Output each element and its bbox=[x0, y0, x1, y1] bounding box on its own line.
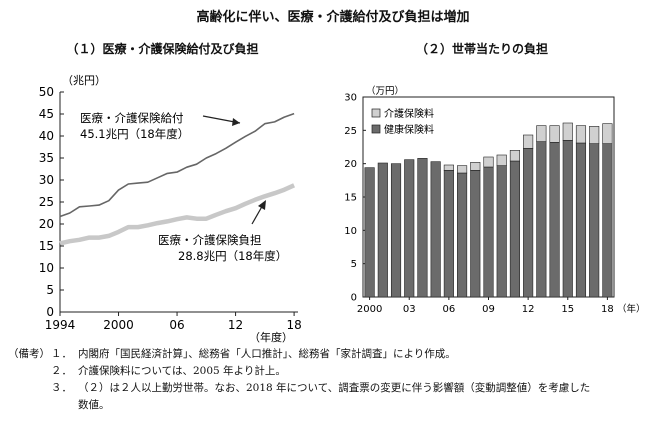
x-tick-label: 12 bbox=[522, 304, 535, 315]
bar-care-insurance bbox=[457, 165, 468, 174]
bar-health-insurance bbox=[536, 141, 547, 298]
note-line-3: ３． （２）は２人以上勤労世帯。なお、2018 年について、調査票の変更に伴う影響… bbox=[8, 380, 590, 397]
y-tick-label: 0 bbox=[46, 305, 54, 319]
x-tick-label: 06 bbox=[169, 318, 184, 332]
notes-head: （備考） bbox=[8, 348, 50, 360]
y-tick-label: 20 bbox=[344, 159, 357, 170]
bar-care-insurance bbox=[536, 125, 547, 142]
x-tick-label: 15 bbox=[561, 304, 574, 315]
note-line-2: ２． 介護保険料については、2005 年より計上。 bbox=[8, 363, 590, 380]
page-title: 高齢化に伴い、医療・介護給付及び負担は増加 bbox=[196, 10, 470, 25]
bar-health-insurance bbox=[562, 140, 573, 298]
note-text: 内閣府「国民経済計算」、総務省「人口推計」、総務省「家計調査」により作成。 bbox=[78, 348, 456, 360]
bar-care-insurance bbox=[496, 154, 507, 166]
y-tick-label: 5 bbox=[351, 259, 357, 270]
y-tick-label: 15 bbox=[344, 193, 357, 204]
note-line-4: 数値。 bbox=[8, 397, 590, 414]
bar-care-insurance bbox=[575, 125, 587, 144]
bar-care-insurance bbox=[549, 125, 560, 143]
bar-care-insurance bbox=[470, 162, 481, 171]
y-tick-label: 45 bbox=[39, 107, 54, 121]
right-chart-title: （２）世帯当たりの負担 bbox=[415, 42, 548, 56]
legend-label: 健康保険料 bbox=[384, 123, 434, 136]
y-tick-label: 30 bbox=[344, 93, 357, 104]
bar-care-insurance bbox=[589, 126, 600, 144]
left-chart-title: （１）医療・介護保険給付及び負担 bbox=[66, 42, 259, 56]
bar-health-insurance bbox=[364, 167, 375, 298]
x-axis-unit: （年） bbox=[617, 303, 646, 315]
y-tick-label: 20 bbox=[39, 217, 54, 231]
notes: （備考）１． 内閣府「国民経済計算」、総務省「人口推計」、総務省「家計調査」により… bbox=[8, 346, 590, 414]
series-line-burden bbox=[59, 183, 296, 246]
y-tick-label: 0 bbox=[351, 293, 357, 304]
y-tick-label: 50 bbox=[39, 85, 54, 99]
bar-health-insurance bbox=[377, 162, 388, 298]
y-tick-label: 25 bbox=[344, 126, 357, 137]
y-tick-label: 25 bbox=[39, 195, 54, 209]
y-tick-label: 35 bbox=[39, 151, 54, 165]
bar-health-insurance bbox=[390, 163, 402, 298]
x-tick-label: 12 bbox=[228, 318, 243, 332]
bar-health-insurance bbox=[575, 142, 587, 298]
bar-health-insurance bbox=[483, 166, 494, 298]
bar-health-insurance bbox=[602, 143, 613, 298]
annotation-burden-value: 28.8兆円（18年度） bbox=[178, 249, 287, 263]
x-tick-label: 18 bbox=[601, 304, 614, 315]
y-tick-label: 40 bbox=[39, 129, 54, 143]
x-tick-label: 1994 bbox=[45, 318, 76, 332]
bar-health-insurance bbox=[496, 165, 507, 298]
x-axis-unit: （年度） bbox=[249, 330, 293, 344]
bar-care-insurance bbox=[443, 164, 454, 171]
y-tick-label: 30 bbox=[39, 173, 54, 187]
y-tick-label: 10 bbox=[39, 261, 54, 275]
y-axis-unit: （万円） bbox=[366, 85, 404, 97]
bar-care-insurance bbox=[523, 134, 534, 149]
x-tick-label: 09 bbox=[482, 304, 495, 315]
y-axis-unit: （兆円） bbox=[62, 74, 106, 87]
x-tick-label: 18 bbox=[286, 318, 301, 332]
note-line-1: （備考）１． 内閣府「国民経済計算」、総務省「人口推計」、総務省「家計調査」により… bbox=[8, 346, 590, 363]
bar-care-insurance bbox=[602, 123, 613, 144]
x-tick-label: 2000 bbox=[103, 318, 134, 332]
bar-care-insurance bbox=[562, 122, 573, 141]
bar-health-insurance bbox=[443, 170, 454, 298]
annotation-benefits-value: 45.1兆円（18年度） bbox=[80, 127, 189, 141]
note-text: 数値。 bbox=[78, 399, 110, 411]
note-number: ３． bbox=[51, 382, 72, 394]
legend-swatch bbox=[371, 108, 381, 118]
bar-health-insurance bbox=[430, 161, 441, 298]
bar-care-insurance bbox=[483, 156, 494, 168]
y-tick-label: 5 bbox=[46, 283, 54, 297]
bar-health-insurance bbox=[523, 148, 534, 298]
bar-health-insurance bbox=[509, 160, 520, 298]
series-line-benefits bbox=[59, 112, 295, 218]
bar-health-insurance bbox=[457, 172, 468, 298]
y-tick-label: 15 bbox=[39, 239, 54, 253]
annotation-burden-arrowhead bbox=[258, 200, 266, 210]
bar-health-insurance bbox=[549, 142, 560, 298]
bar-care-insurance bbox=[509, 150, 520, 162]
bar-health-insurance bbox=[470, 170, 481, 298]
note-text: 介護保険料については、2005 年より計上。 bbox=[78, 365, 286, 377]
bar-health-insurance bbox=[404, 159, 415, 298]
bar-health-insurance bbox=[589, 143, 600, 298]
note-number: ２． bbox=[51, 365, 72, 377]
legend-label: 介護保険料 bbox=[384, 107, 434, 120]
note-text: （２）は２人以上勤労世帯。なお、2018 年について、調査票の変更に伴う影響額（… bbox=[78, 382, 591, 394]
bar-health-insurance bbox=[417, 158, 428, 298]
legend-swatch bbox=[371, 124, 381, 134]
x-tick-label: 2000 bbox=[357, 304, 382, 315]
x-tick-label: 06 bbox=[443, 304, 456, 315]
annotation-benefits-name: 医療・介護保険給付 bbox=[80, 111, 184, 125]
note-number: １． bbox=[51, 348, 72, 360]
annotation-burden-name: 医療・介護保険負担 bbox=[158, 233, 262, 247]
annotation-benefits-arrowhead bbox=[232, 118, 240, 126]
y-tick-label: 10 bbox=[344, 226, 357, 237]
x-tick-label: 03 bbox=[403, 304, 416, 315]
